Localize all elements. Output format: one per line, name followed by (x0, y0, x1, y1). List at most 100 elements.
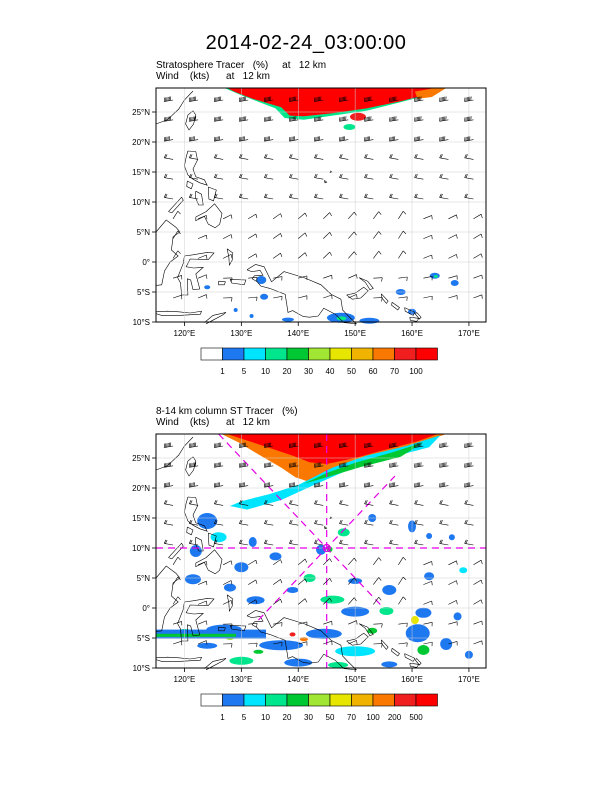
wind-barb-staff (223, 580, 232, 585)
wind-barb-feather (414, 173, 417, 178)
wind-barb-feather (165, 500, 168, 505)
wind-barb-feather (239, 539, 242, 544)
wind-barb-feather (365, 174, 368, 178)
panel1-tracer-contours (204, 88, 459, 324)
wind-barb-staff (473, 640, 483, 645)
lat-tick-label: 15°N (132, 514, 150, 523)
wind-barb-feather (304, 558, 308, 563)
wind-barb-feather (188, 519, 192, 524)
wind-barb-staff (323, 640, 332, 645)
colorbar-label: 5 (242, 367, 247, 376)
wind-barb-feather (414, 519, 417, 524)
wind-barb-staff (172, 621, 182, 625)
colorbar-box (394, 693, 417, 707)
tracer-patch (269, 552, 282, 561)
lon-tick-label: 120°E (174, 329, 196, 338)
wind-barb-feather (439, 539, 442, 544)
tracer-patch (337, 528, 350, 537)
wind-barb-feather (239, 500, 242, 504)
wind-barb-feather (265, 174, 268, 178)
colorbar-box (394, 347, 417, 361)
coastline (324, 180, 328, 184)
wind-barb-staff (273, 622, 283, 625)
wind-barb-staff (398, 250, 404, 259)
wind-barb-feather (165, 193, 168, 198)
wind-barb-feather (381, 623, 383, 628)
wind-barb-feather (230, 297, 233, 302)
lon-tick-label: 140°E (287, 675, 309, 684)
wind-barb-staff (398, 557, 404, 565)
wind-barb-staff (323, 597, 330, 605)
wind-barb-staff (473, 213, 482, 220)
colorbar-box (200, 693, 223, 707)
wind-barb-staff (448, 621, 458, 625)
panel2-map: 25°N20°N15°N10°N5°N0°5°S10°S 120°E 130°E 1… (132, 433, 487, 722)
wind-barb-staff (273, 276, 283, 279)
wind-barb-feather (215, 193, 218, 198)
wind-barb-feather (465, 539, 468, 544)
panel1-lat-labels: 25°N 20°N 15°N 10°N 5°N 0° 5°S 10°S (132, 108, 156, 327)
coastline (204, 658, 227, 671)
wind-barb-feather (264, 173, 267, 178)
wind-barb-staff (248, 642, 258, 645)
wind-barb-feather (230, 623, 233, 628)
tracer-patch (204, 285, 211, 290)
wind-barb-staff (398, 622, 408, 625)
lon-tick-label: 130°E (230, 675, 252, 684)
wind-barb-feather (188, 154, 192, 158)
coastline (186, 180, 194, 190)
wind-barb-feather (214, 539, 217, 544)
wind-barb-feather (456, 600, 458, 605)
wind-barb-feather (264, 519, 267, 524)
wind-barb-feather (389, 173, 392, 178)
tracer-patch (197, 513, 218, 529)
coastline (185, 456, 197, 477)
wind-barb-feather (456, 560, 458, 565)
wind-barb-feather (256, 296, 258, 302)
tracer-patch (253, 649, 264, 654)
wind-barb-feather (240, 520, 243, 524)
coastline (226, 594, 234, 612)
lat-tick-label: 10°N (132, 198, 150, 207)
wind-barb-feather (353, 211, 357, 216)
tracer-patch (259, 640, 304, 651)
wind-barb-feather (280, 213, 283, 218)
tracer-patch (282, 317, 294, 322)
wind-barb-staff (197, 254, 207, 259)
wind-barb-staff (172, 640, 182, 645)
wind-barb-staff (348, 211, 355, 219)
wind-barb-staff (448, 275, 458, 279)
wind-barb-feather (440, 154, 443, 159)
wind-barb-feather (465, 500, 468, 505)
wind-barb-feather (406, 296, 408, 301)
panel1-colorbar: 1 5 10 20 30 40 50 60 70 100 (200, 347, 438, 376)
tracer-patch (197, 642, 218, 649)
tracer-patch (379, 607, 394, 615)
wind-barb-feather (480, 579, 483, 584)
lon-tick-label: 170°E (458, 675, 480, 684)
colorbar-box (372, 347, 395, 361)
wind-barb-staff (373, 597, 379, 605)
wind-barb-staff (423, 580, 432, 585)
wind-barb-feather (190, 539, 193, 544)
wind-barb-feather (356, 620, 358, 625)
wind-barb-staff (373, 643, 383, 645)
wind-barb-staff (223, 214, 232, 220)
wind-barb-staff (323, 251, 330, 259)
wind-barb-feather (230, 277, 233, 282)
wind-barb-staff (423, 561, 432, 566)
wind-barb-feather (402, 596, 407, 600)
panel2-coastlines (155, 436, 422, 671)
wind-barb-feather (256, 623, 258, 628)
wind-barb-feather (280, 233, 283, 238)
wind-barb-staff (423, 215, 432, 220)
tracer-patch (343, 124, 356, 130)
wind-barb-feather (206, 215, 208, 220)
wind-barb-feather (304, 578, 308, 583)
wind-barb-staff (373, 577, 379, 585)
wind-barb-staff (348, 294, 357, 299)
wind-barb-feather (464, 539, 467, 544)
wind-barb-feather (165, 174, 168, 178)
colorbar-box (372, 693, 395, 707)
coastline (177, 252, 215, 296)
